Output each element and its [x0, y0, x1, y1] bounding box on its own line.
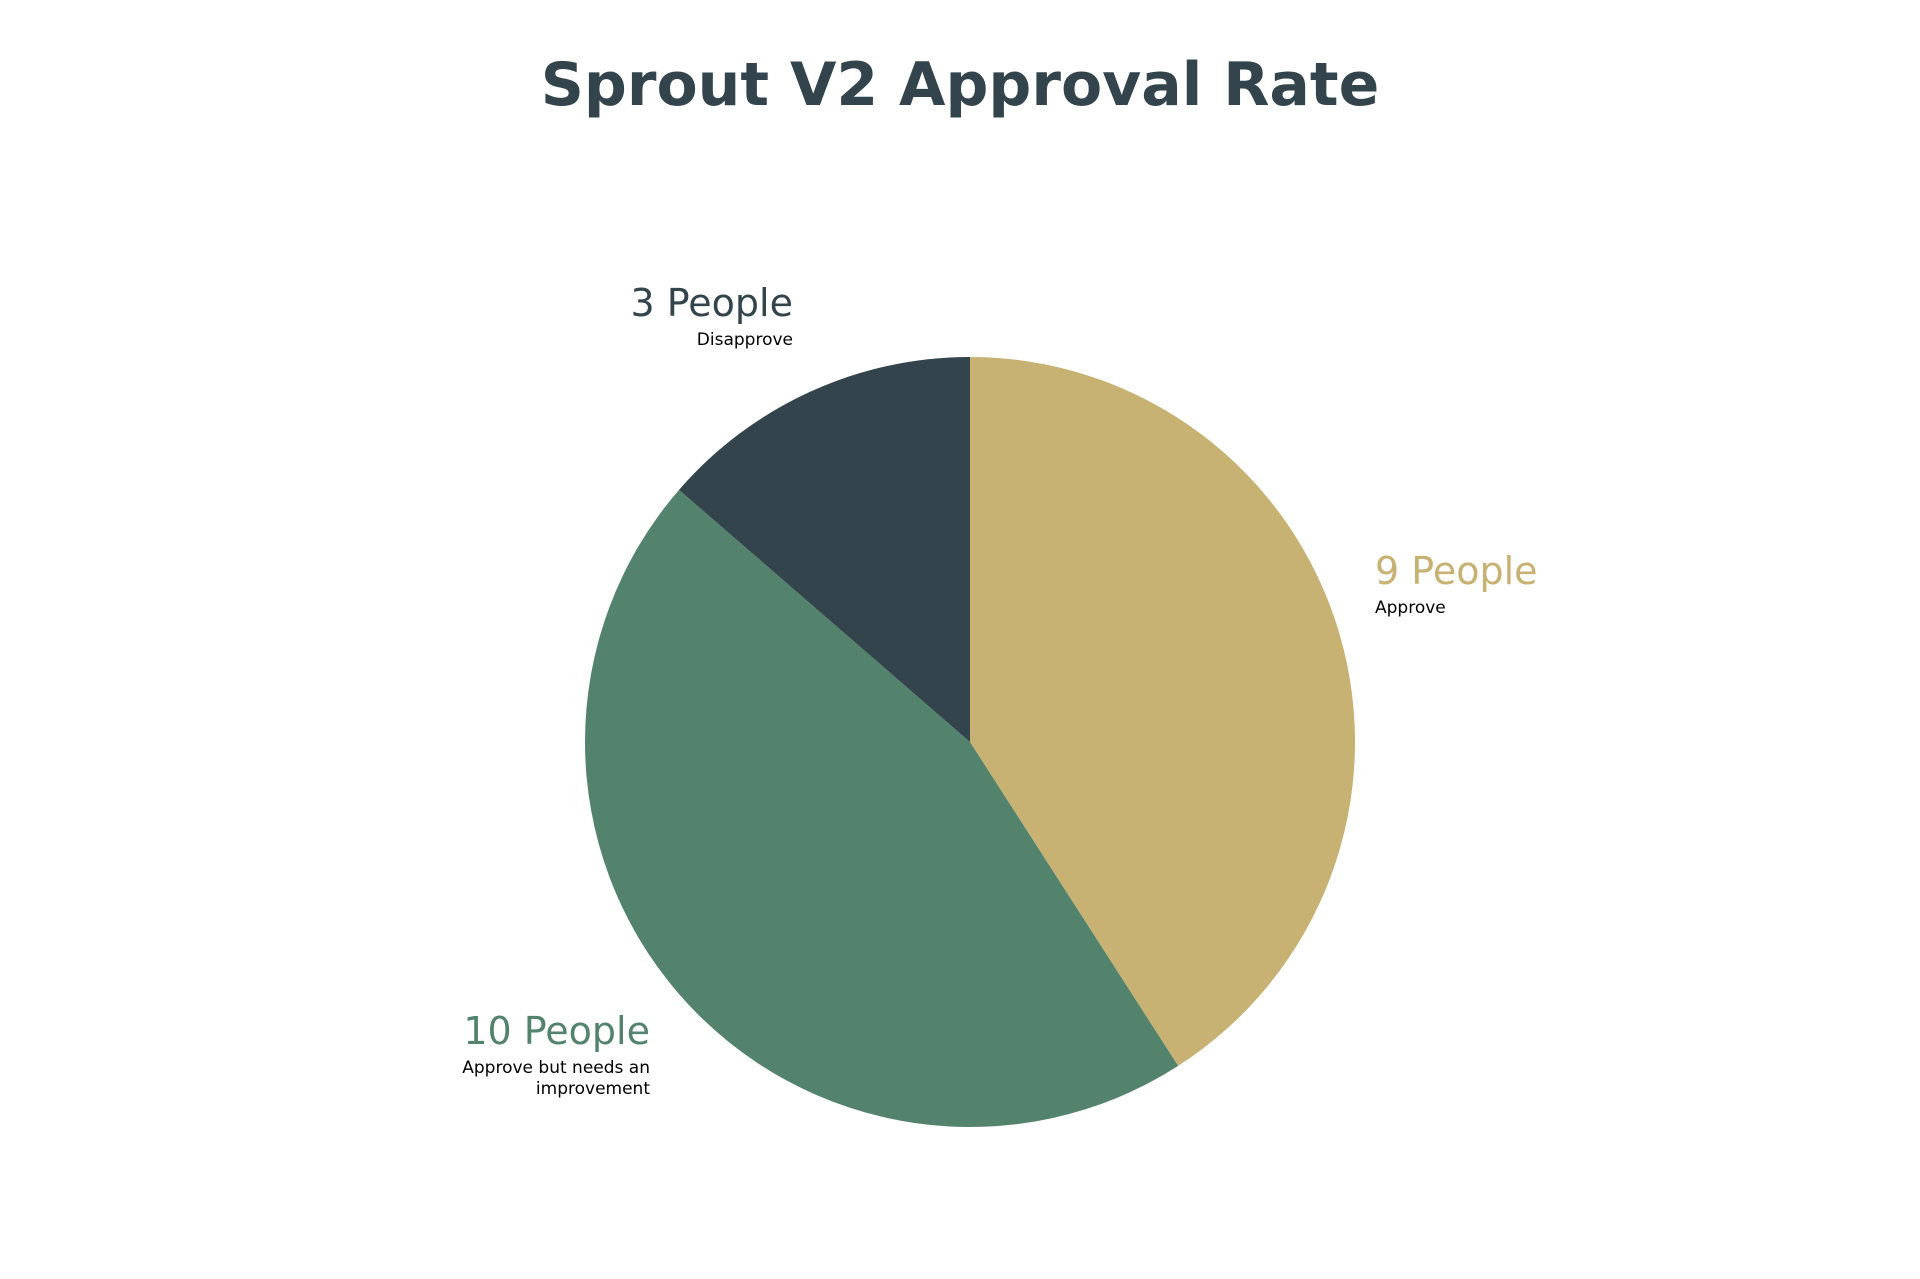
category-label: Approve	[1375, 598, 1446, 618]
slice-label: 9 People Approve	[1375, 548, 1635, 619]
slice-label: 3 People Disapprove	[533, 280, 793, 351]
pie-slice	[970, 357, 1355, 1066]
value-label: 3 People	[630, 281, 793, 325]
pie-slice	[585, 489, 1179, 1127]
category-label: Approve but needs an improvement	[462, 1058, 650, 1099]
value-label: 10 People	[463, 1009, 650, 1053]
pie-slice	[679, 357, 970, 742]
chart-title: Sprout V2 Approval Rate	[540, 50, 1380, 120]
category-label: Disapprove	[696, 330, 793, 350]
value-label: 9 People	[1375, 549, 1538, 593]
slice-label: 10 People Approve but needs an improvemen…	[390, 1008, 650, 1100]
